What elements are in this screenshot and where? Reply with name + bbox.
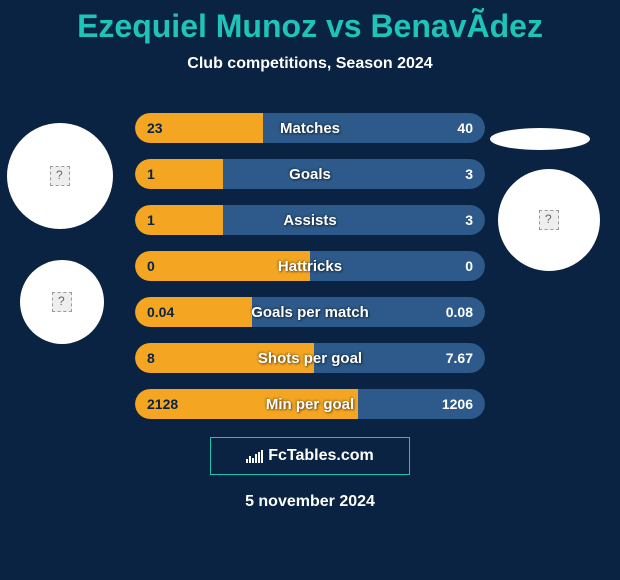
- stat-value-left: 0: [147, 251, 155, 281]
- stat-row: Goals per match0.04 0.08: [135, 297, 485, 327]
- stat-label: Matches: [135, 113, 485, 143]
- stat-value-right: 0: [465, 251, 473, 281]
- broken-image-icon: [50, 166, 70, 186]
- stat-value-left: 23: [147, 113, 163, 143]
- stat-value-right: 1206: [442, 389, 473, 419]
- stat-value-left: 1: [147, 205, 155, 235]
- date-text: 5 november 2024: [0, 493, 620, 511]
- player-circle: [7, 123, 113, 229]
- stat-value-right: 3: [465, 159, 473, 189]
- stat-label: Assists: [135, 205, 485, 235]
- player-circle: [498, 169, 600, 271]
- stat-value-right: 0.08: [446, 297, 473, 327]
- broken-image-icon: [539, 210, 559, 230]
- stat-row: Shots per goal8 7.67: [135, 343, 485, 373]
- stat-value-left: 0.04: [147, 297, 174, 327]
- subtitle: Club competitions, Season 2024: [0, 55, 620, 73]
- stat-label: Shots per goal: [135, 343, 485, 373]
- page-title: Ezequiel Munoz vs BenavÃ­dez: [0, 8, 620, 45]
- stat-row: Min per goal2128 1206: [135, 389, 485, 419]
- stat-value-right: 40: [457, 113, 473, 143]
- logo-text: FcTables.com: [268, 447, 374, 465]
- stats-area: Matches2340Goals13Assists13Hattricks00Go…: [135, 113, 485, 419]
- decor-oval: [490, 128, 590, 150]
- logo-box: FcTables.com: [210, 437, 410, 475]
- stat-value-left: 2128: [147, 389, 178, 419]
- chart-icon: [246, 449, 264, 463]
- stat-label: Hattricks: [135, 251, 485, 281]
- player-circle: [20, 260, 104, 344]
- comparison-infographic: Ezequiel Munoz vs BenavÃ­dez Club compet…: [0, 0, 620, 580]
- stat-value-left: 8: [147, 343, 155, 373]
- stat-value-right: 7.67: [446, 343, 473, 373]
- stat-value-right: 3: [465, 205, 473, 235]
- stat-value-left: 1: [147, 159, 155, 189]
- stat-row: Matches23 40: [135, 113, 485, 143]
- broken-image-icon: [52, 292, 72, 312]
- stat-row: Assists1 3: [135, 205, 485, 235]
- stat-label: Goals per match: [135, 297, 485, 327]
- stat-label: Goals: [135, 159, 485, 189]
- stat-label: Min per goal: [135, 389, 485, 419]
- stat-row: Hattricks0 0: [135, 251, 485, 281]
- stat-row: Goals1 3: [135, 159, 485, 189]
